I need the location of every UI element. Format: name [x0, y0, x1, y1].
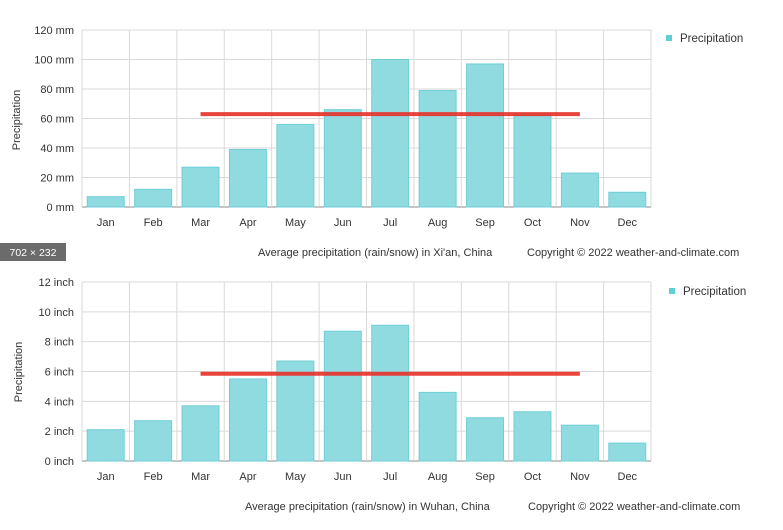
x-tick-label: Dec — [618, 471, 638, 483]
bar[interactable] — [513, 411, 552, 462]
bar[interactable] — [371, 59, 410, 208]
bars — [86, 59, 647, 208]
legend-label: Precipitation — [683, 286, 746, 298]
bar[interactable] — [86, 429, 125, 462]
chart-copyright: Copyright © 2022 weather-and-climate.com — [527, 247, 739, 259]
x-tick-label: Mar — [191, 471, 210, 483]
x-tick-label: Sep — [475, 471, 495, 483]
legend-swatch — [666, 35, 672, 41]
x-tick-label: Aug — [428, 471, 448, 483]
y-tick-label: 80 mm — [40, 84, 74, 96]
y-tick-labels: 0 inch 2 inch 4 inch 6 inch 8 inch 10 inch 12 … — [39, 277, 74, 468]
x-tick-label: May — [285, 217, 306, 229]
y-axis-label: Precipitation — [13, 342, 25, 403]
x-tick-label: Feb — [144, 217, 163, 229]
legend[interactable]: Precipitation — [666, 33, 743, 45]
chart-caption: Average precipitation (rain/snow) in Xi'… — [258, 247, 493, 259]
y-tick-label: 0 mm — [47, 202, 75, 214]
bar[interactable] — [276, 360, 315, 462]
wuhan-precipitation-chart: 0 inch 2 inch 4 inch 6 inch 8 inch 10 inch 12 … — [13, 277, 746, 513]
x-tick-label: Sep — [475, 217, 495, 229]
y-tick-label: 2 inch — [45, 426, 74, 438]
x-tick-label: Dec — [618, 217, 638, 229]
x-tick-label: Jul — [383, 471, 397, 483]
y-tick-label: 120 mm — [34, 25, 74, 37]
x-tick-labels: Jan Feb Mar Apr May Jun Jul Aug Sep Oct Nov Dec — [97, 471, 638, 483]
x-tick-label: Oct — [524, 217, 541, 229]
y-tick-label: 12 inch — [39, 277, 74, 289]
y-tick-labels: 0 mm 20 mm 40 mm 60 mm 80 mm 100 mm 120 mm — [34, 25, 74, 214]
y-tick-label: 60 mm — [40, 114, 74, 126]
bar[interactable] — [181, 166, 220, 208]
legend[interactable]: Precipitation — [669, 286, 746, 298]
xian-precipitation-chart: 0 mm 20 mm 40 mm 60 mm 80 mm 100 mm 120 mm Jan… — [11, 25, 743, 259]
y-tick-label: 10 inch — [39, 307, 74, 319]
bar[interactable] — [560, 172, 599, 208]
bar[interactable] — [418, 89, 457, 208]
bar[interactable] — [181, 405, 220, 462]
bar[interactable] — [86, 196, 125, 208]
bar[interactable] — [228, 148, 267, 208]
x-tick-label: Jun — [334, 471, 352, 483]
bar[interactable] — [134, 188, 173, 208]
x-tick-label: Jan — [97, 217, 115, 229]
y-tick-label: 40 mm — [40, 143, 74, 155]
bar[interactable] — [608, 191, 647, 208]
chart-grid — [81, 29, 652, 208]
bar[interactable] — [228, 378, 267, 462]
y-tick-label: 6 inch — [45, 367, 74, 379]
y-tick-label: 8 inch — [45, 337, 74, 349]
y-tick-label: 20 mm — [40, 173, 74, 185]
y-tick-label: 4 inch — [45, 396, 74, 408]
y-tick-label: 0 inch — [45, 456, 74, 468]
legend-swatch — [669, 288, 675, 294]
bars — [86, 324, 647, 462]
x-tick-labels: Jan Feb Mar Apr May Jun Jul Aug Sep Oct Nov Dec — [97, 217, 638, 229]
x-tick-label: Oct — [524, 471, 541, 483]
x-tick-label: May — [285, 471, 306, 483]
bar[interactable] — [513, 113, 552, 208]
x-tick-label: Mar — [191, 217, 210, 229]
legend-label: Precipitation — [680, 33, 743, 45]
x-tick-label: Feb — [144, 471, 163, 483]
x-tick-label: Aug — [428, 217, 448, 229]
x-tick-label: Apr — [239, 471, 256, 483]
bar[interactable] — [323, 330, 362, 462]
bar[interactable] — [560, 424, 599, 462]
x-tick-label: Nov — [570, 471, 590, 483]
bar[interactable] — [466, 417, 505, 462]
bar[interactable] — [276, 123, 315, 208]
chart-copyright: Copyright © 2022 weather-and-climate.com — [528, 501, 740, 513]
y-axis-label: Precipitation — [11, 90, 23, 151]
dimension-badge: 702 × 232 — [0, 243, 66, 261]
bar[interactable] — [466, 63, 505, 208]
y-tick-label: 100 mm — [34, 55, 74, 67]
x-tick-label: Jul — [383, 217, 397, 229]
bar[interactable] — [371, 324, 410, 462]
dimension-badge-label: 702 × 232 — [9, 247, 56, 259]
chart-grid — [81, 281, 652, 462]
x-tick-label: Apr — [239, 217, 256, 229]
bar[interactable] — [134, 420, 173, 462]
x-tick-label: Jan — [97, 471, 115, 483]
x-tick-label: Jun — [334, 217, 352, 229]
x-tick-label: Nov — [570, 217, 590, 229]
chart-caption: Average precipitation (rain/snow) in Wuh… — [245, 501, 491, 513]
bar[interactable] — [323, 109, 362, 208]
bar[interactable] — [608, 442, 647, 462]
bar[interactable] — [418, 391, 457, 462]
